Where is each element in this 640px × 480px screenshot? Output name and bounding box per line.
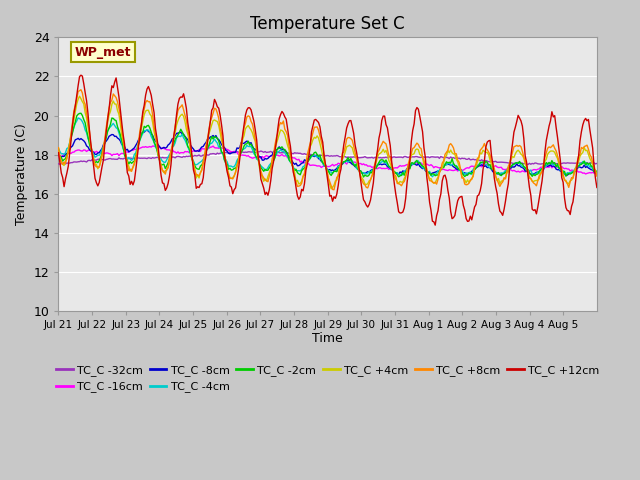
Y-axis label: Temperature (C): Temperature (C) bbox=[15, 123, 28, 225]
Text: WP_met: WP_met bbox=[75, 46, 131, 59]
X-axis label: Time: Time bbox=[312, 332, 343, 345]
Title: Temperature Set C: Temperature Set C bbox=[250, 15, 405, 33]
Legend: TC_C -32cm, TC_C -16cm, TC_C -8cm, TC_C -4cm, TC_C -2cm, TC_C +4cm, TC_C +8cm, T: TC_C -32cm, TC_C -16cm, TC_C -8cm, TC_C … bbox=[52, 360, 604, 397]
